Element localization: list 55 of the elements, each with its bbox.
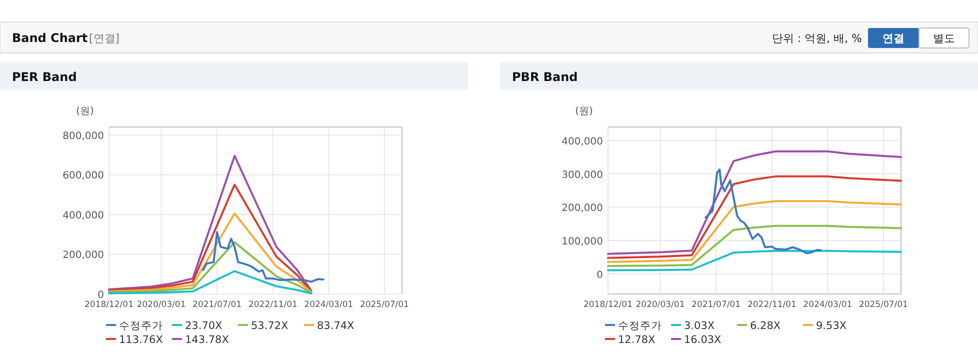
line-series [202,230,324,283]
legend-label: 83.74X [317,320,354,332]
x-tick-label: 2025/07/01 [858,300,908,310]
legend-label: 12.78X [618,334,656,346]
legend-label: 수정주가 [618,320,662,332]
x-tick-label: 2021/07/01 [692,300,741,310]
line-series [704,168,822,254]
line-series [108,154,312,292]
legend-label: 143.78X [185,334,229,346]
y-tick-label: 200,000 [62,250,104,262]
text: 연결 [882,32,904,45]
line-series [607,224,902,267]
y-axis-title: (원) [76,106,94,117]
x-tick-label: 2018/12/01 [84,300,134,310]
legend-label: 수정주가 [119,320,163,332]
legend-label: 53.72X [251,320,288,332]
x-tick-label: 2022/11/01 [747,300,796,310]
y-tick-label: 200,000 [562,203,603,214]
text: Band Chart [12,31,88,45]
text: 별도 [933,32,955,45]
y-axis-title: (원) [575,106,593,117]
line-series [108,184,312,292]
y-tick-label: 100,000 [562,236,603,248]
chart-title: PER Band [12,70,77,84]
legend-label: 6.28X [750,320,781,332]
legend-label: 3.03X [684,320,715,332]
legend-label: 113.76X [119,334,163,346]
legend-label: 23.70X [185,320,222,332]
x-tick-label: 2022/11/01 [248,300,298,310]
x-tick-label: 2020/03/01 [636,300,685,310]
x-tick-label: 2018/12/01 [584,300,632,310]
y-tick-label: 300,000 [562,170,603,181]
y-tick-label: 400,000 [62,210,104,222]
line-series [607,150,902,255]
text: [연결] [89,32,120,45]
line-series [607,175,902,259]
x-tick-label: 2024/03/01 [304,300,354,310]
legend-label: 9.53X [816,320,847,332]
y-tick-label: 0 [98,290,104,301]
x-tick-label: 2024/03/01 [803,300,852,310]
line-series [108,270,312,294]
line-series [607,200,902,263]
legend-label: 16.03X [684,334,722,346]
text: 단위 : 억원, 배, % [772,32,862,45]
x-tick-label: 2025/07/01 [360,300,409,310]
x-tick-label: 2021/07/01 [192,300,242,310]
y-tick-label: 400,000 [562,136,603,148]
x-tick-label: 2020/03/01 [136,300,186,310]
line-series [108,212,312,294]
chart-title: PBR Band [512,70,578,84]
y-tick-label: 0 [596,270,603,281]
line-series [607,250,902,272]
y-tick-label: 800,000 [62,130,104,142]
line-series [108,241,312,294]
y-tick-label: 600,000 [62,170,104,182]
